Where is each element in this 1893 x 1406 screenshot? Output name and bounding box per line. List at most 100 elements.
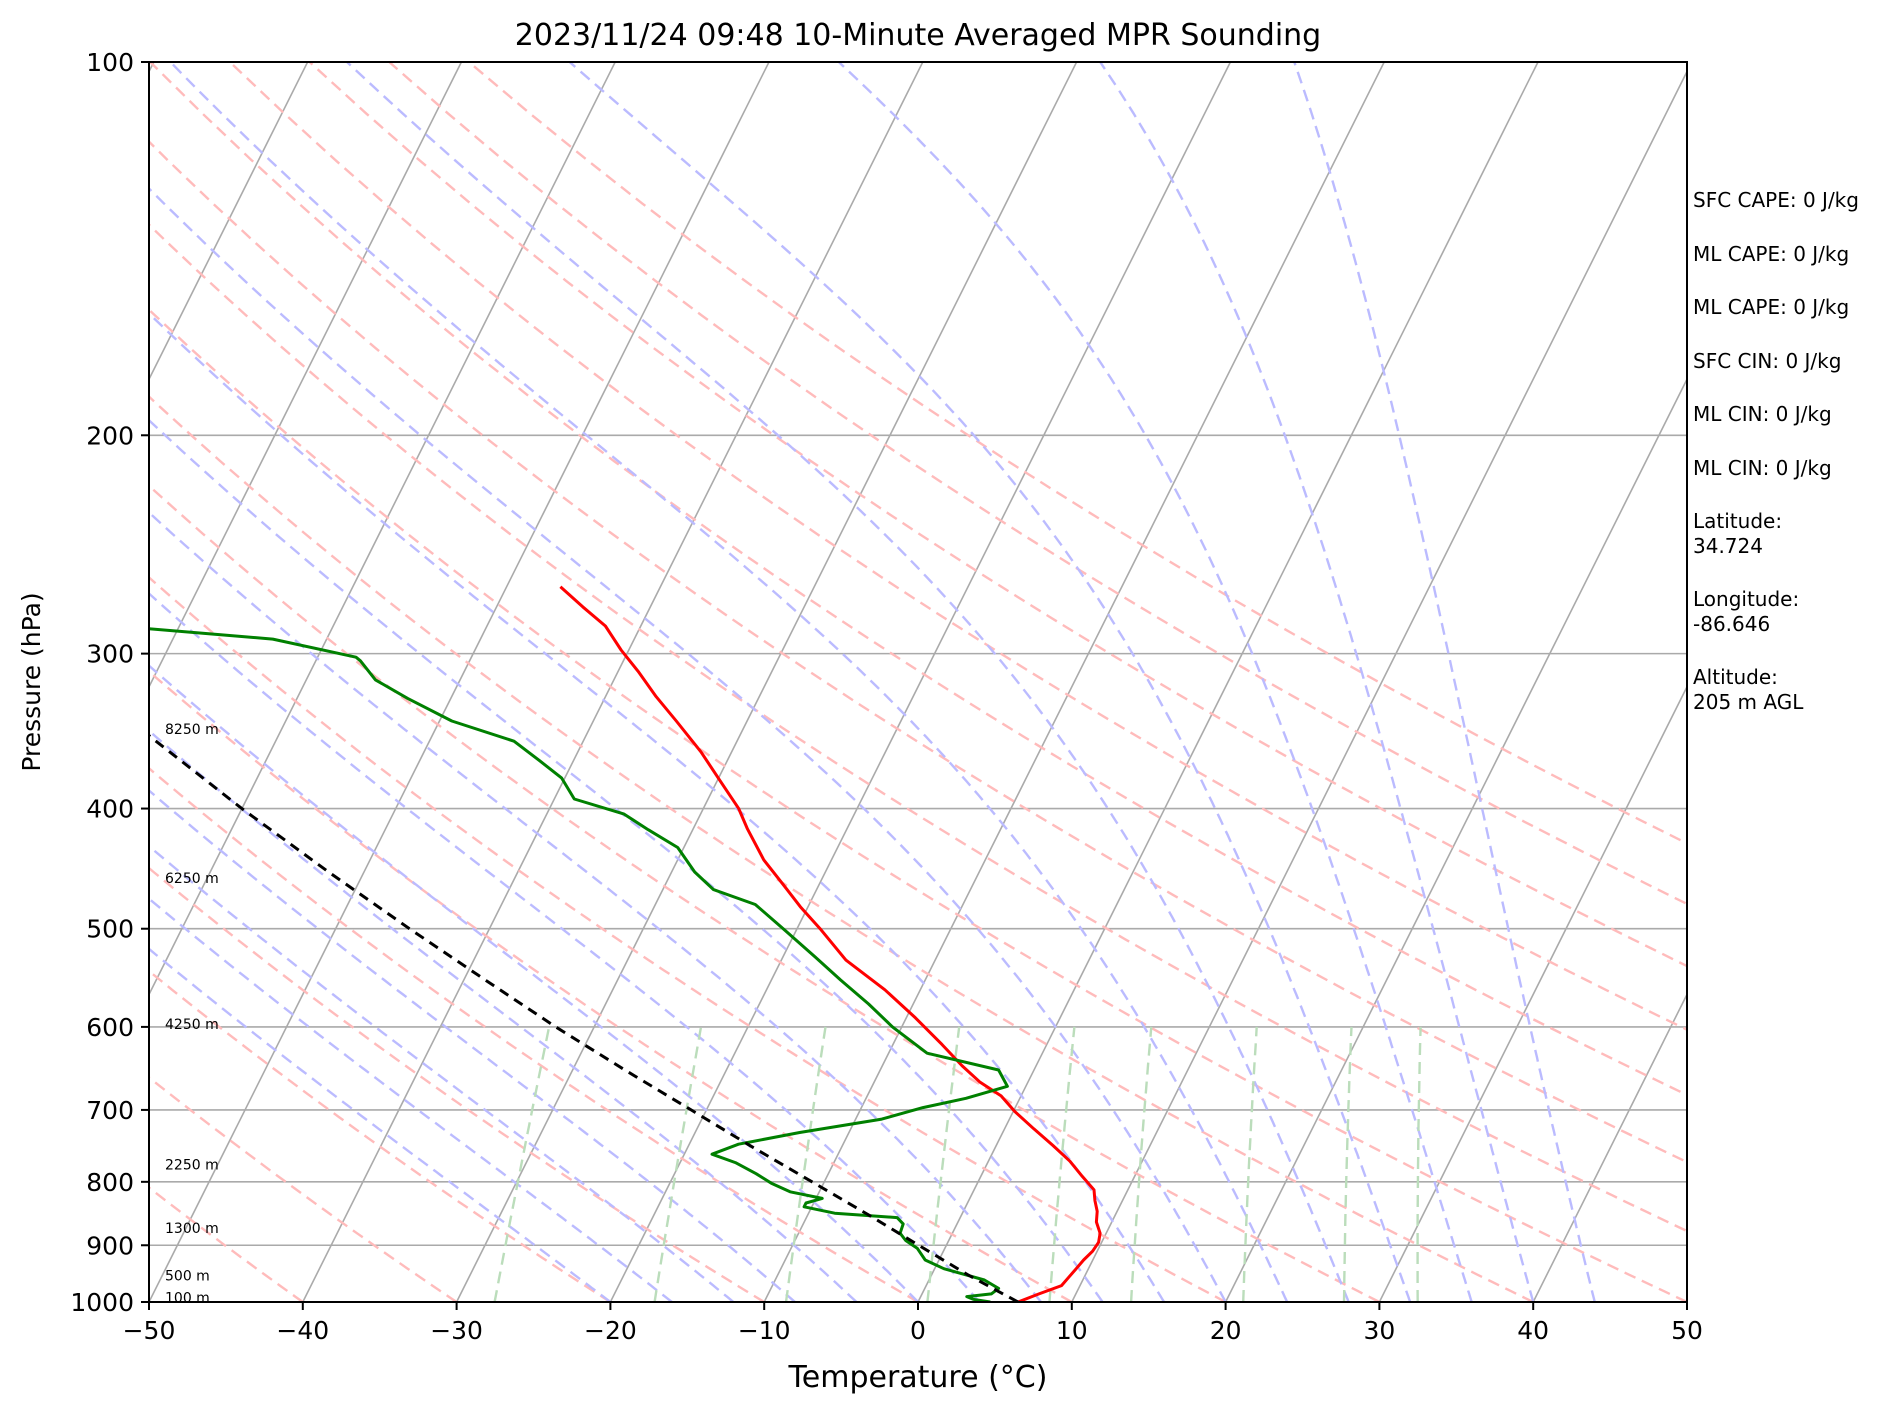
- plot-area: [149, 62, 1687, 1302]
- parcel-line: [149, 733, 1019, 1302]
- moist-adiabat-line: [149, 311, 1166, 1302]
- moist-adiabat-line: [346, 62, 1350, 1302]
- y-tick-label: 800: [86, 1168, 134, 1197]
- y-axis: 100 200 300 400 500 600 700 800 900 1000: [70, 48, 149, 1317]
- moist-adiabat-line: [149, 591, 981, 1302]
- x-tick-label: −30: [430, 1316, 483, 1345]
- sfc-cin-text: SFC CIN: 0 J/kg: [1693, 348, 1842, 373]
- dewpoint-line: [149, 627, 1009, 1302]
- y-tick-label: 600: [86, 1013, 134, 1042]
- altitude-block: Altitude: 205 m AGL: [1693, 665, 1888, 715]
- dry-adiabat-line: [149, 394, 1534, 1302]
- y-tick-label: 900: [86, 1231, 134, 1260]
- y-tick-label: 200: [86, 421, 134, 450]
- x-tick-label: 50: [1671, 1316, 1703, 1345]
- moist-adiabat-line: [149, 897, 673, 1302]
- x-tick-label: 40: [1517, 1316, 1549, 1345]
- x-tick-label: −10: [738, 1316, 791, 1345]
- dry-adiabat-line: [149, 484, 1380, 1302]
- isotherm-line: [302, 62, 924, 1302]
- dry-adiabat-line: [149, 308, 1687, 1302]
- dry-adiabat-line: [149, 766, 919, 1302]
- moist-adiabat-line: [149, 789, 796, 1302]
- mixing-ratio-line: [493, 1026, 551, 1302]
- isotherm-line: [609, 62, 1232, 1302]
- mixing-ratio-line: [926, 1026, 961, 1302]
- dry-adiabat-line: [388, 62, 1687, 906]
- latitude-value: 34.724: [1693, 534, 1763, 558]
- moist-adiabat-line: [149, 186, 1227, 1302]
- dry-adiabat-line: [149, 139, 1687, 1164]
- moist-adiabat-lines: [149, 62, 1596, 1302]
- isotherm-line: [149, 62, 616, 997]
- isotherm-line: [1532, 992, 1687, 1302]
- dry-adiabat-line: [308, 62, 1687, 968]
- y-tick-label: 400: [86, 795, 134, 824]
- mixing-ratio-line: [1242, 1026, 1258, 1302]
- moist-adiabat-line: [149, 844, 735, 1302]
- stats-panel: SFC CAPE: 0 J/kg ML CAPE: 0 J/kg ML CAPE…: [1693, 188, 1888, 743]
- moist-adiabat-line: [568, 62, 1412, 1302]
- ml-cin-text: ML CIN: 0 J/kg: [1693, 402, 1832, 426]
- height-label: 2250 m: [165, 1158, 219, 1174]
- y-tick-label: 100: [86, 48, 134, 77]
- height-label: 500 m: [165, 1269, 210, 1285]
- isotherm-line: [149, 62, 770, 1302]
- longitude-value: -86.646: [1693, 612, 1771, 636]
- y-tick-label: 300: [86, 640, 134, 669]
- altitude-label: Altitude:: [1693, 665, 1778, 689]
- mixing-ratio-line: [653, 1026, 703, 1302]
- height-label: 100 m: [165, 1291, 210, 1307]
- latitude-block: Latitude: 34.724: [1693, 509, 1888, 559]
- x-tick-label: 0: [910, 1316, 926, 1345]
- y-tick-label: 1000: [70, 1288, 134, 1317]
- dry-adiabat-line: [149, 62, 1687, 1097]
- mixing-ratio-line: [1342, 1026, 1353, 1302]
- x-tick-label: −20: [584, 1316, 637, 1345]
- sfc-cape-text: SFC CAPE: 0 J/kg: [1693, 188, 1859, 212]
- isotherm-line: [917, 62, 1539, 1302]
- dry-adiabat-line: [149, 969, 612, 1302]
- moist-adiabat-line: [1099, 62, 1535, 1302]
- height-label: 4250 m: [165, 1017, 219, 1033]
- dry-adiabat-line: [229, 62, 1687, 1031]
- isotherm-line: [149, 62, 309, 381]
- longitude-block: Longitude: -86.646: [1693, 587, 1888, 637]
- x-tick-label: −40: [276, 1316, 329, 1345]
- mixing-ratio-line: [1416, 1026, 1422, 1302]
- moist-adiabat-line: [149, 510, 1042, 1302]
- height-label: 8250 m: [165, 722, 219, 738]
- isotherm-line: [763, 62, 1385, 1302]
- longitude-label: Longitude:: [1693, 587, 1800, 611]
- chart-title: 2023/11/24 09:48 10-Minute Averaged MPR …: [515, 18, 1321, 53]
- x-tick-label: 10: [1056, 1316, 1088, 1345]
- height-label: 6250 m: [165, 871, 219, 887]
- x-tick-label: 30: [1363, 1316, 1395, 1345]
- isotherm-line: [455, 62, 1078, 1302]
- x-axis-label: Temperature (°C): [788, 1360, 1048, 1395]
- y-tick-label: 700: [86, 1096, 134, 1125]
- ml-cin-text-2: ML CIN: 0 J/kg: [1693, 455, 1832, 480]
- altitude-value: 205 m AGL: [1693, 690, 1804, 714]
- height-labels: 8250 m 6250 m 4250 m 2250 m 1300 m 500 m 100 m: [165, 722, 219, 1307]
- moist-adiabat-line: [149, 418, 1104, 1302]
- x-tick-label: −50: [123, 1316, 176, 1345]
- mixing-ratio-line: [1048, 1026, 1076, 1302]
- moist-adiabat-line: [1293, 62, 1596, 1302]
- dry-adiabat-line: [468, 62, 1687, 845]
- mixing-ratio-lines: [493, 1026, 1422, 1302]
- mixing-ratio-line: [784, 1026, 827, 1302]
- isotherm-line: [1224, 377, 1687, 1302]
- dry-adiabat-line: [149, 1075, 458, 1302]
- mixing-ratio-line: [1129, 1026, 1153, 1302]
- dry-adiabat-line: [149, 669, 1073, 1302]
- latitude-label: Latitude:: [1693, 509, 1783, 533]
- dry-adiabat-line: [149, 866, 765, 1302]
- series-layer: [149, 585, 1102, 1302]
- isotherm-line: [1378, 685, 1687, 1302]
- moist-adiabat-line: [149, 664, 919, 1302]
- isotherm-line: [1071, 69, 1687, 1302]
- ml-cape-text-2: ML CAPE: 0 J/kg: [1693, 295, 1850, 319]
- height-label: 1300 m: [165, 1221, 219, 1237]
